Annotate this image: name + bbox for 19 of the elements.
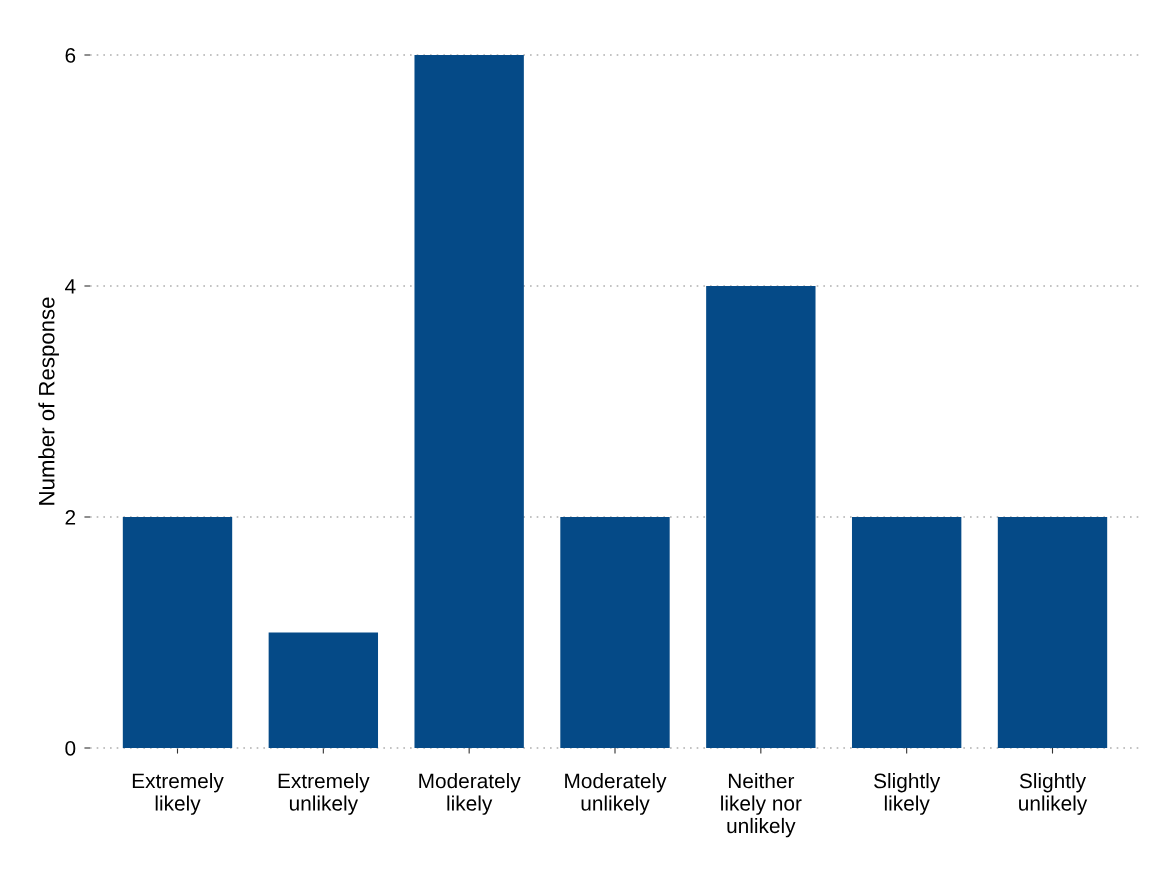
bar	[560, 517, 670, 748]
x-tick-label: Slightly likely	[874, 773, 941, 815]
x-tick-label: Slightly unlikely	[1019, 773, 1088, 815]
x-tick-label: Neither likely nor unlikely	[721, 773, 802, 838]
y-tick-label: 2	[65, 510, 76, 525]
bar	[122, 517, 233, 748]
y-axis-title: Number of Response	[38, 297, 59, 505]
y-tick-label: 6	[65, 48, 76, 63]
bar	[997, 517, 1108, 748]
y-tick-label: 0	[65, 741, 76, 756]
bar	[414, 55, 524, 748]
bar	[851, 517, 962, 748]
bar	[268, 632, 379, 748]
y-tick-label: 4	[65, 279, 76, 294]
x-tick-label: Moderately likely	[419, 773, 521, 815]
x-tick-label: Extremely likely	[132, 773, 224, 815]
x-tick-label: Moderately unlikely	[565, 773, 667, 815]
bar	[706, 286, 816, 748]
x-tick-label: Extremely unlikely	[278, 773, 370, 815]
